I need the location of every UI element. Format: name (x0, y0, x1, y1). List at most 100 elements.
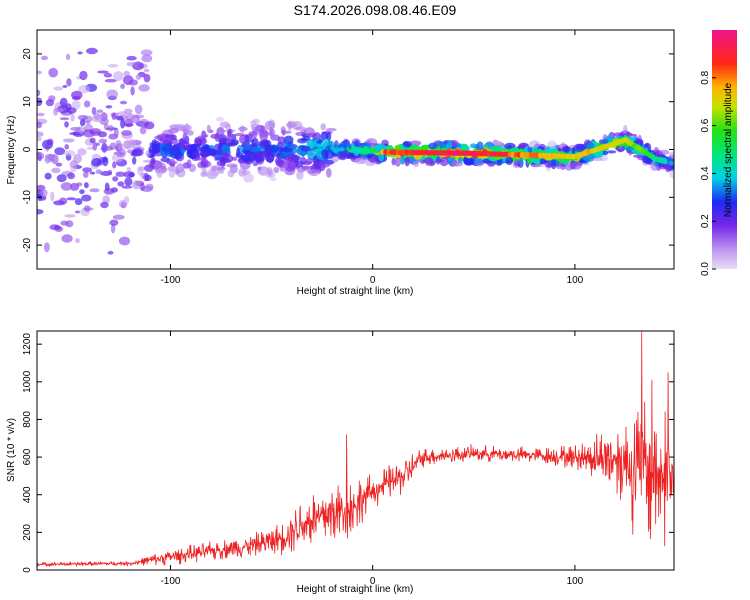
colorbar-tick-label: 0.4 (700, 166, 711, 180)
spectral-blob (181, 141, 191, 151)
colorbar-gradient (712, 30, 737, 269)
spectral-blob (361, 148, 371, 155)
spectral-blob (60, 220, 69, 226)
spectral-blob (625, 132, 633, 137)
spectral-blob (603, 138, 609, 145)
spectral-blob (249, 147, 261, 153)
spectral-blob (318, 160, 331, 168)
spectral-blob (231, 134, 237, 142)
snr-x-ticks: -100 0 100 (160, 331, 584, 587)
y-tick-label: -20 (22, 237, 33, 252)
spectral-blob (74, 210, 81, 214)
spectral-blob (606, 150, 617, 154)
spectral-blob (252, 161, 259, 167)
spectral-blob (222, 153, 227, 159)
spectral-blob (491, 145, 503, 153)
spectral-blob (428, 142, 438, 150)
spectral-blob (70, 113, 75, 122)
spectral-blob (291, 121, 297, 125)
spectral-blob (79, 70, 88, 81)
snr-background (37, 331, 674, 570)
spectral-blob (211, 165, 222, 172)
spectral-blob (53, 86, 64, 91)
spectral-blob (51, 167, 61, 174)
spectral-blob (287, 153, 297, 163)
spectral-blob (143, 172, 149, 182)
spectral-blob (505, 157, 514, 165)
spectral-blob (45, 99, 55, 107)
x-tick-label: -100 (160, 576, 180, 587)
spectral-blob (221, 144, 231, 153)
spectral-blob (272, 146, 279, 153)
spectral-blob (665, 163, 671, 173)
spectral-blob (54, 108, 64, 113)
spectral-blob (250, 120, 257, 125)
spectral-blob (325, 128, 337, 132)
spectral-blob (56, 174, 67, 183)
spectral-blob (161, 143, 174, 154)
y-tick-label: 800 (22, 411, 33, 428)
spectral-blob (149, 154, 156, 157)
spectral-blob (201, 166, 207, 177)
spectral-blob (623, 124, 628, 134)
spectral-blob (110, 224, 116, 234)
spectral-blob (91, 158, 102, 167)
spectral-blob (40, 189, 48, 198)
spectral-blob (217, 149, 223, 159)
spectral-blob (313, 159, 321, 169)
spectral-blob (191, 152, 202, 157)
spectral-blob (107, 125, 114, 132)
spectral-blob (425, 160, 435, 165)
spectral-blob (208, 171, 220, 177)
spectral-blob (82, 167, 93, 173)
spectral-blob (43, 242, 50, 253)
colorbar-tick-label: 0.6 (700, 118, 711, 132)
spectral-blob (120, 118, 126, 129)
spectral-blob (626, 146, 634, 152)
spectral-blob (123, 70, 131, 77)
spectral-blob (316, 140, 323, 144)
spectral-blob (470, 143, 477, 149)
spectral-blob (44, 172, 52, 180)
spectral-blob (330, 144, 335, 152)
spectral-blob (95, 169, 103, 174)
spectral-blob (70, 126, 81, 131)
spectral-blob (67, 172, 75, 180)
spectral-blob (71, 90, 83, 100)
spectral-blob (252, 129, 258, 139)
snr-series-line (37, 331, 674, 568)
spectral-blob (112, 161, 117, 169)
spectral-blob (615, 144, 626, 152)
spectral-blob (79, 119, 86, 127)
spectral-blob (613, 132, 623, 137)
spectral-blob (236, 147, 241, 157)
spectral-blob (70, 163, 77, 173)
spectral-blob (112, 214, 125, 220)
spectral-blob (394, 144, 402, 152)
spectral-blob (227, 169, 235, 178)
spectral-blob (65, 53, 71, 61)
spectral-blob (492, 140, 503, 146)
spectral-blob (186, 159, 192, 169)
spectral-blob (243, 173, 254, 183)
spectral-blob (269, 177, 277, 182)
spectral-blob (59, 117, 70, 121)
spectral-blob (303, 127, 315, 137)
spectral-blob (264, 146, 273, 153)
spectral-blob (127, 139, 137, 148)
x-tick-label: -100 (160, 275, 180, 286)
spectral-blob (602, 151, 608, 156)
spectral-blob (527, 146, 533, 153)
spectral-blob (354, 139, 360, 148)
spectral-blob (126, 167, 131, 172)
spectral-blob (105, 105, 113, 109)
spectral-blob (166, 160, 178, 165)
spectral-blob (280, 126, 286, 133)
spectral-blob (324, 149, 335, 160)
spectral-blob (63, 150, 76, 157)
spectral-blob (141, 54, 153, 63)
spectral-blob (120, 83, 125, 90)
spectral-blob (669, 151, 674, 158)
colorbar-tick-label: 0.2 (700, 214, 711, 228)
